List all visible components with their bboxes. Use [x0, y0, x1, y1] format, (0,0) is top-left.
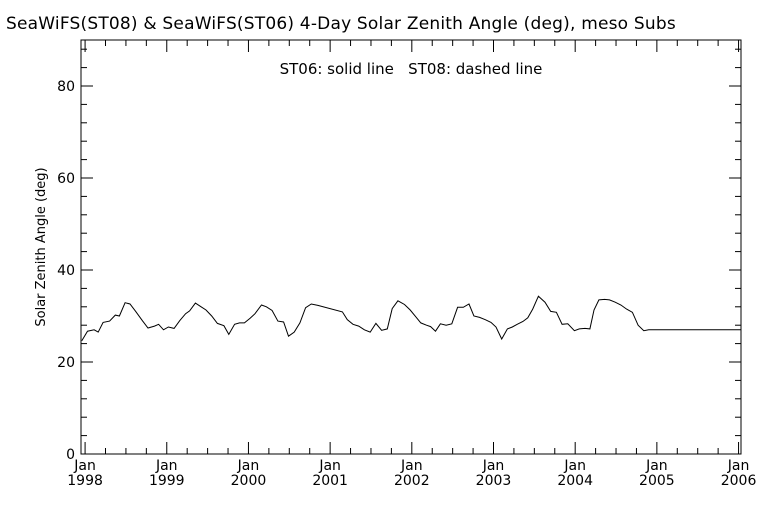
- x-tick-year-label: 1999: [149, 473, 185, 489]
- x-tick-year-label: 2001: [312, 473, 348, 489]
- y-tick-label: 20: [57, 355, 75, 371]
- plot-frame: [80, 39, 742, 455]
- x-tick-year-label: 2006: [721, 473, 757, 489]
- x-tick-month-label: Jan: [73, 458, 96, 474]
- x-tick-year-label: 2002: [394, 473, 430, 489]
- axis-ticks: 020406080Jan1998Jan1999Jan2000Jan2001Jan…: [57, 40, 756, 489]
- chart-title: SeaWiFS(ST08) & SeaWiFS(ST06) 4-Day Sola…: [6, 14, 676, 34]
- x-tick-year-label: 1998: [67, 473, 103, 489]
- x-tick-month-label: Jan: [155, 458, 178, 474]
- chart-annotation: ST06: solid line ST08: dashed line: [280, 60, 543, 78]
- x-tick-month-label: Jan: [237, 458, 260, 474]
- y-tick-label: 60: [57, 171, 75, 187]
- x-tick-month-label: Jan: [482, 458, 505, 474]
- y-tick-label: 0: [66, 447, 75, 463]
- x-tick-month-label: Jan: [727, 458, 750, 474]
- y-axis-label: Solar Zenith Angle (deg): [34, 167, 49, 326]
- y-tick-label: 80: [57, 79, 75, 95]
- x-tick-year-label: 2004: [557, 473, 593, 489]
- x-tick-month-label: Jan: [645, 458, 668, 474]
- x-tick-year-label: 2003: [476, 473, 512, 489]
- x-tick-year-label: 2005: [639, 473, 675, 489]
- x-tick-month-label: Jan: [318, 458, 341, 474]
- x-tick-month-label: Jan: [563, 458, 586, 474]
- x-tick-year-label: 2000: [231, 473, 267, 489]
- series-line-st06: [81, 295, 741, 342]
- y-tick-label: 40: [57, 263, 75, 279]
- x-tick-month-label: Jan: [400, 458, 423, 474]
- series-layer: [81, 295, 741, 342]
